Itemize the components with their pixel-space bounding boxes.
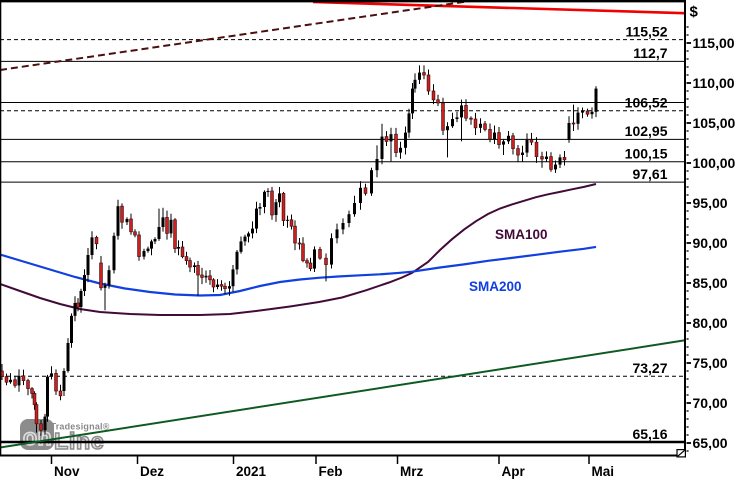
svg-text:Mrz: Mrz bbox=[400, 464, 423, 479]
svg-text:115,00: 115,00 bbox=[693, 35, 735, 51]
svg-text:65,00: 65,00 bbox=[693, 435, 728, 451]
svg-text:110,00: 110,00 bbox=[693, 75, 735, 91]
svg-text:100,00: 100,00 bbox=[693, 155, 736, 171]
svg-text:90,00: 90,00 bbox=[693, 235, 728, 251]
svg-text:100,15: 100,15 bbox=[625, 146, 668, 162]
svg-text:Feb: Feb bbox=[319, 464, 343, 479]
svg-text:Dez: Dez bbox=[140, 464, 164, 479]
svg-text:65,16: 65,16 bbox=[632, 426, 667, 442]
svg-text:85,00: 85,00 bbox=[693, 275, 728, 291]
svg-text:106,52: 106,52 bbox=[625, 95, 668, 111]
svg-text:75,00: 75,00 bbox=[693, 355, 728, 371]
svg-text:80,00: 80,00 bbox=[693, 315, 728, 331]
svg-text:73,27: 73,27 bbox=[632, 360, 667, 376]
svg-text:70,00: 70,00 bbox=[693, 395, 728, 411]
svg-text:102,95: 102,95 bbox=[625, 123, 668, 139]
svg-text:Mai: Mai bbox=[592, 464, 615, 479]
svg-text:$: $ bbox=[690, 4, 699, 21]
svg-text:105,00: 105,00 bbox=[693, 115, 736, 131]
svg-text:Apr: Apr bbox=[502, 464, 526, 479]
svg-text:97,61: 97,61 bbox=[632, 166, 667, 182]
svg-text:112,7: 112,7 bbox=[633, 45, 667, 61]
svg-text:SMA200: SMA200 bbox=[469, 279, 522, 294]
svg-text:SMA100: SMA100 bbox=[495, 227, 548, 242]
svg-text:on: on bbox=[23, 424, 52, 450]
svg-text:115,52: 115,52 bbox=[625, 23, 667, 39]
svg-text:2021: 2021 bbox=[236, 464, 267, 479]
svg-text:Tradesignal®: Tradesignal® bbox=[51, 422, 110, 432]
svg-text:95,00: 95,00 bbox=[693, 195, 728, 211]
svg-text:Nov: Nov bbox=[54, 464, 80, 479]
